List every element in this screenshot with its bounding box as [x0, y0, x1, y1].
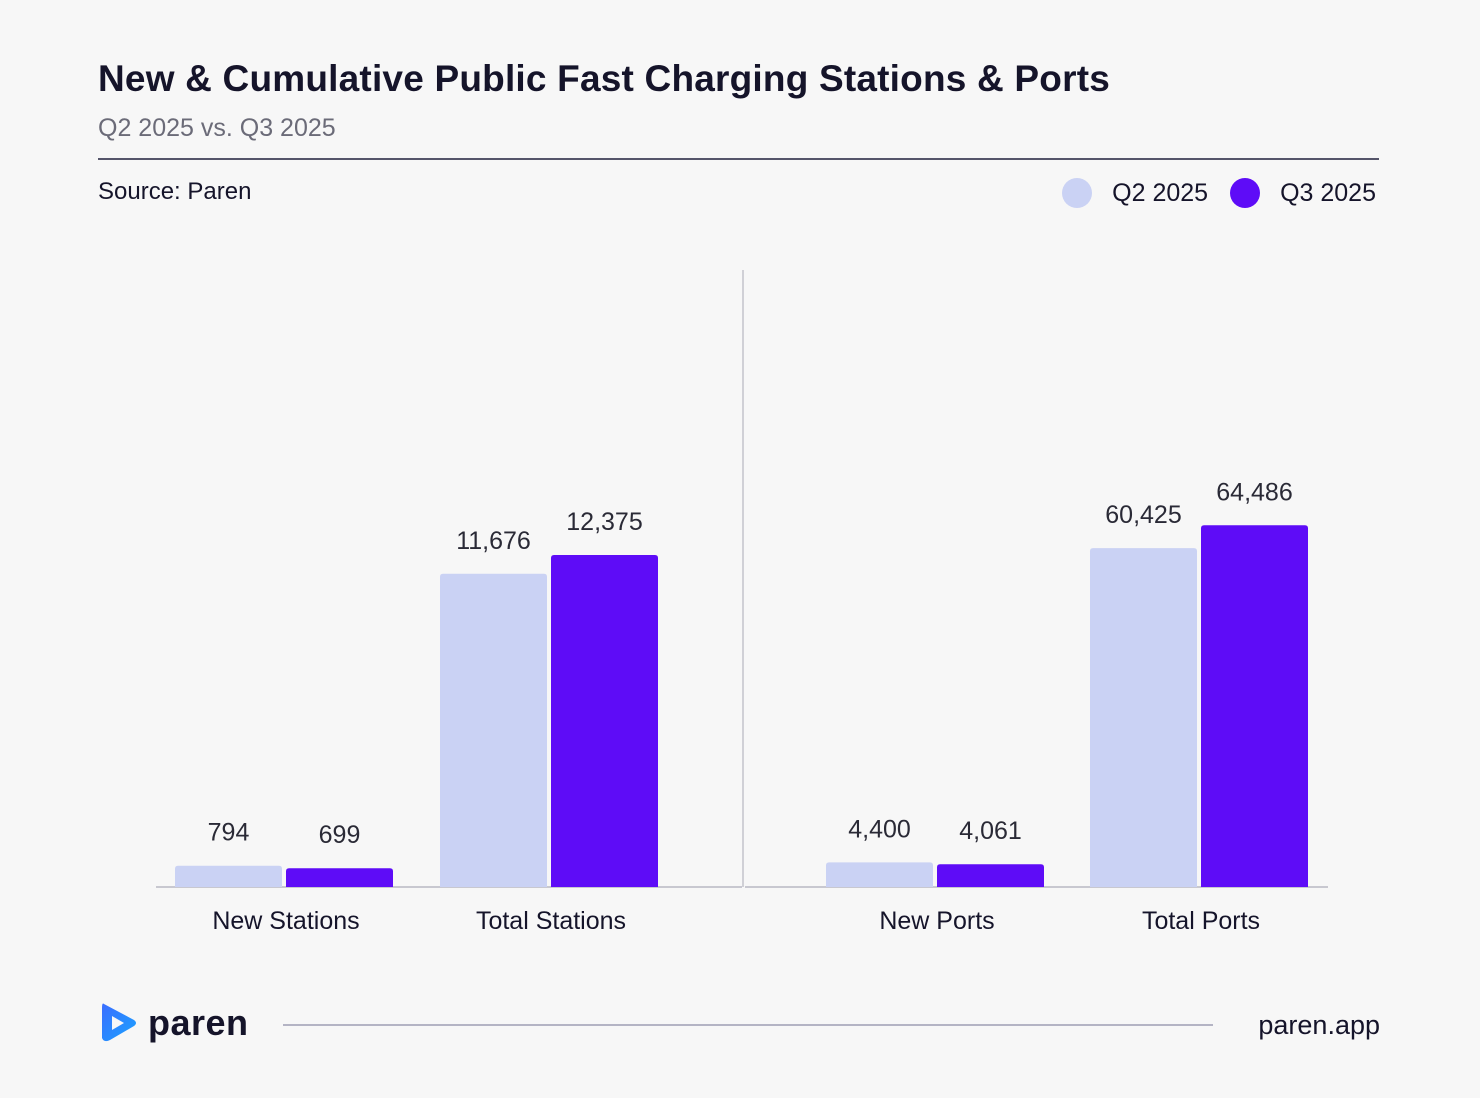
legend-item-q2: Q2 2025: [1062, 178, 1208, 208]
bar-new-ports-q2: [826, 862, 933, 887]
paren-logo-icon: [102, 1003, 136, 1042]
chart-subtitle: Q2 2025 vs. Q3 2025: [98, 114, 336, 142]
chart-title: New & Cumulative Public Fast Charging St…: [98, 58, 1111, 99]
footer-divider: [283, 1024, 1213, 1026]
data-label-new-stations-q3: 699: [319, 821, 361, 849]
legend: Q2 2025 Q3 2025: [1040, 178, 1376, 208]
legend-label-q3: Q3 2025: [1280, 178, 1376, 207]
legend-label-q2: Q2 2025: [1112, 178, 1209, 207]
data-label-total-ports-q3: 64,486: [1216, 478, 1292, 506]
category-label-total-ports: Total Ports: [1142, 907, 1260, 935]
bar-total-stations-q3: [551, 555, 658, 887]
data-label-new-ports-q2: 4,400: [848, 815, 911, 843]
data-label-new-stations-q2: 794: [208, 819, 250, 847]
bar-total-ports-q2: [1090, 548, 1197, 887]
paren-logo: paren: [98, 1000, 249, 1046]
category-label-new-stations: New Stations: [212, 907, 359, 935]
bar-total-ports-q3: [1201, 525, 1308, 887]
legend-item-q3: Q3 2025: [1230, 178, 1376, 208]
data-label-total-stations-q2: 11,676: [456, 527, 531, 555]
bar-total-stations-q2: [440, 573, 547, 887]
category-label-new-ports: New Ports: [879, 907, 994, 935]
paren-logo-text: paren: [148, 1002, 249, 1043]
bar-new-ports-q3: [937, 864, 1044, 887]
bar-new-stations-q2: [175, 865, 282, 887]
header-divider: [98, 158, 1379, 160]
footer-url: paren.app: [1258, 1010, 1380, 1040]
category-label-total-stations: Total Stations: [476, 907, 626, 935]
data-label-total-ports-q2: 60,425: [1105, 501, 1181, 529]
source-note: Source: Paren: [98, 178, 252, 205]
legend-swatch-q3: [1230, 178, 1261, 208]
data-label-new-ports-q3: 4,061: [959, 817, 1022, 845]
legend-swatch-q2: [1062, 178, 1093, 208]
bar-new-stations-q3: [286, 868, 393, 887]
data-label-total-stations-q3: 12,375: [566, 508, 642, 536]
